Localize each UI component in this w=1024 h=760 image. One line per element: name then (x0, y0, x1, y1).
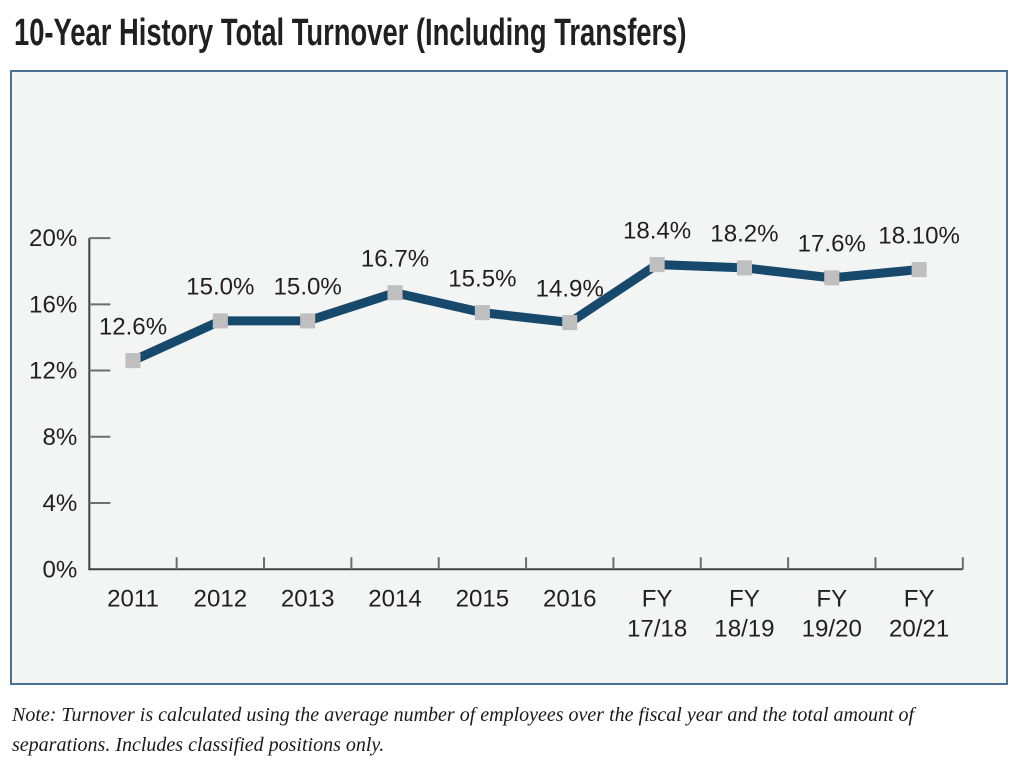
data-point-label: 16.7% (361, 246, 429, 273)
chart-footnote-line1: Note: Turnover is calculated using the a… (12, 704, 915, 726)
x-tick-label-line2: 17/18 (627, 616, 687, 643)
data-point-marker (736, 260, 752, 276)
data-point-marker (562, 314, 578, 331)
x-tick-label: 2012 (194, 585, 248, 612)
y-tick-label: 16% (29, 291, 77, 318)
y-tick-label: 0% (42, 556, 77, 583)
data-point-label: 18.4% (623, 217, 691, 244)
y-tick-label: 12% (29, 358, 77, 385)
data-point-marker (387, 285, 403, 301)
x-tick-label: 2016 (543, 585, 597, 612)
data-point-marker (474, 305, 490, 321)
x-tick-label-line2: 18/19 (714, 616, 774, 643)
x-tick-label: FY (642, 585, 673, 612)
turnover-chart-panel: 0% 4% 8% 12% 16% 20% 2011 2012 2013 2014 2015 2016 F… (10, 70, 1008, 685)
data-point-marker (125, 353, 141, 369)
x-tick-label-line2: 19/20 (802, 616, 862, 643)
turnover-series-line (131, 260, 920, 365)
data-point-label: 17.6% (798, 231, 866, 258)
data-point-marker (300, 313, 316, 329)
y-tick-label: 8% (42, 424, 77, 451)
chart-footnote: Note: Turnover is calculated using the a… (12, 700, 997, 760)
x-tick-label: FY (816, 585, 847, 612)
data-point-label: 18.10% (878, 222, 960, 249)
data-point-label: 15.5% (448, 265, 516, 292)
data-point-marker (212, 313, 228, 329)
x-tick-label: 2014 (368, 585, 422, 612)
axis-lines (88, 238, 963, 571)
turnover-line-chart: 0% 4% 8% 12% 16% 20% 2011 2012 2013 2014 2015 2016 F… (29, 217, 964, 643)
page-title: 10-Year History Total Turnover (Includin… (14, 12, 687, 54)
data-point-label: 18.2% (710, 221, 778, 248)
y-tick-label: 4% (42, 490, 77, 517)
data-point-marker (649, 257, 665, 273)
data-point-label: 12.6% (99, 313, 167, 340)
chart-footnote-line2: separations. Includes classified positio… (12, 734, 385, 756)
y-tick-label: 20% (29, 225, 77, 252)
x-tick-label-line2: 20/21 (889, 616, 949, 643)
x-tick-label: FY (729, 585, 760, 612)
x-tick-label: 2015 (456, 585, 510, 612)
x-tick-label: FY (904, 585, 935, 612)
data-point-marker (824, 270, 840, 286)
data-point-marker (911, 261, 927, 278)
x-tick-label: 2013 (281, 585, 335, 612)
data-point-label: 15.0% (274, 274, 342, 301)
x-tick-label: 2011 (107, 585, 159, 612)
data-point-label: 14.9% (536, 275, 604, 302)
data-point-label: 15.0% (186, 274, 254, 301)
